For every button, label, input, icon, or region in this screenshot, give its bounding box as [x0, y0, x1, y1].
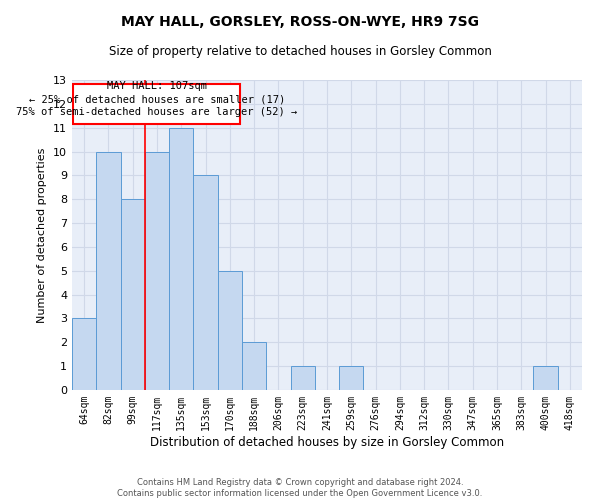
- Bar: [169, 128, 193, 390]
- Text: ← 25% of detached houses are smaller (17): ← 25% of detached houses are smaller (17…: [29, 94, 285, 104]
- FancyBboxPatch shape: [73, 84, 239, 124]
- Text: 75% of semi-detached houses are larger (52) →: 75% of semi-detached houses are larger (…: [16, 107, 298, 117]
- Text: Size of property relative to detached houses in Gorsley Common: Size of property relative to detached ho…: [109, 45, 491, 58]
- Bar: [533, 366, 558, 390]
- Bar: [339, 366, 364, 390]
- Text: MAY HALL: 107sqm: MAY HALL: 107sqm: [107, 81, 207, 91]
- X-axis label: Distribution of detached houses by size in Gorsley Common: Distribution of detached houses by size …: [150, 436, 504, 448]
- Text: Contains HM Land Registry data © Crown copyright and database right 2024.
Contai: Contains HM Land Registry data © Crown c…: [118, 478, 482, 498]
- Bar: [218, 271, 242, 390]
- Y-axis label: Number of detached properties: Number of detached properties: [37, 148, 47, 322]
- Bar: [193, 176, 218, 390]
- Text: MAY HALL, GORSLEY, ROSS-ON-WYE, HR9 7SG: MAY HALL, GORSLEY, ROSS-ON-WYE, HR9 7SG: [121, 15, 479, 29]
- Bar: [96, 152, 121, 390]
- Bar: [121, 199, 145, 390]
- Bar: [145, 152, 169, 390]
- Bar: [290, 366, 315, 390]
- Bar: [242, 342, 266, 390]
- Bar: [72, 318, 96, 390]
